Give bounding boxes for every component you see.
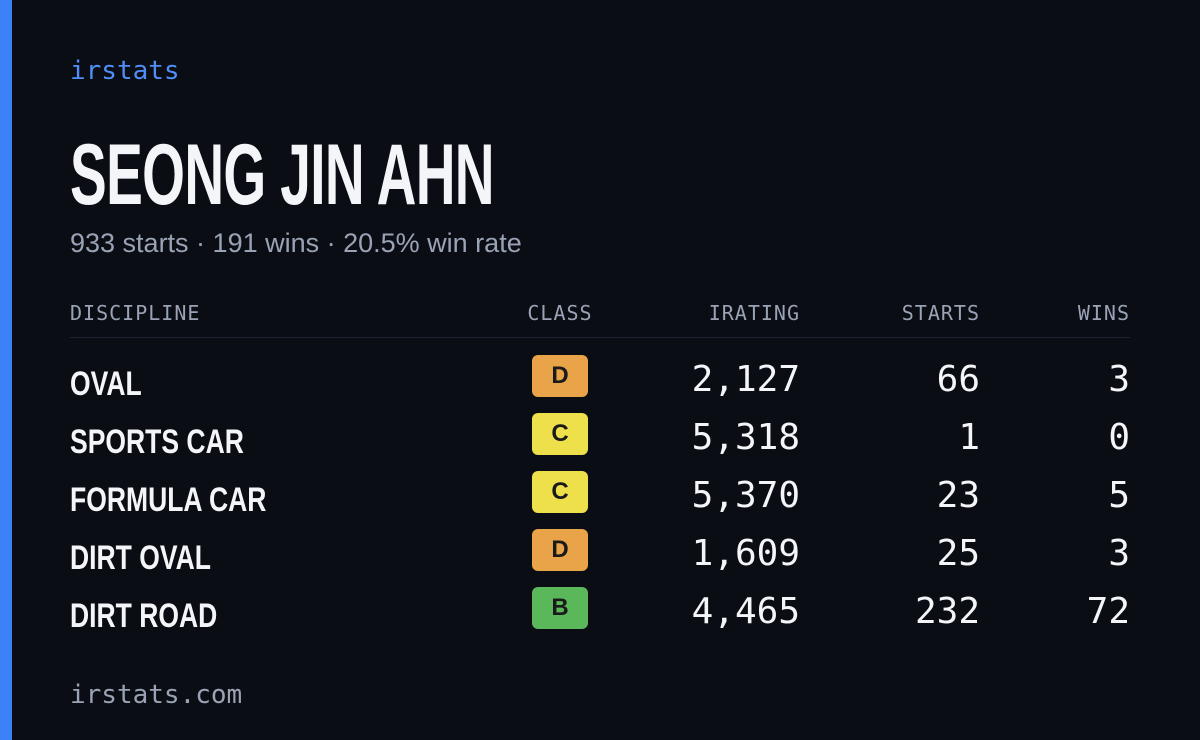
header-rule (70, 337, 1130, 338)
wins: 0 (1108, 417, 1130, 458)
class-badge: C (532, 471, 588, 513)
column-header: DISCIPLINE (70, 301, 201, 325)
wins: 3 (1108, 359, 1130, 400)
irating: 5,318 (691, 417, 800, 458)
accent-bar (0, 0, 12, 740)
discipline: SPORTS CAR (70, 423, 244, 461)
discipline: OVAL (70, 365, 142, 403)
class-badge: C (532, 413, 588, 455)
wins: 3 (1108, 533, 1130, 574)
discipline: FORMULA CAR (70, 481, 267, 519)
starts: 66 (936, 359, 980, 400)
class-badge: D (532, 529, 588, 571)
class-badge: B (532, 587, 588, 629)
starts: 1 (958, 417, 980, 458)
irating: 2,127 (691, 359, 800, 400)
class-badge: D (532, 355, 588, 397)
irating: 1,609 (691, 533, 800, 574)
starts: 232 (914, 591, 980, 632)
driver-summary: 933 starts · 191 wins · 20.5% win rate (70, 228, 522, 258)
column-header: IRATING (708, 301, 800, 325)
starts: 25 (936, 533, 980, 574)
wins: 5 (1108, 475, 1130, 516)
starts: 23 (936, 475, 980, 516)
footer: irstats.com (70, 680, 243, 710)
irating: 4,465 (691, 591, 800, 632)
wins: 72 (1086, 591, 1130, 632)
driver-name: SEONG JIN AHN (70, 127, 495, 223)
discipline: DIRT OVAL (70, 539, 211, 577)
brand: irstats (70, 56, 180, 86)
discipline: DIRT ROAD (70, 597, 218, 635)
irating: 5,370 (691, 475, 800, 516)
column-header: CLASS (527, 301, 593, 325)
column-header: WINS (1077, 301, 1130, 325)
column-header: STARTS (901, 301, 980, 325)
